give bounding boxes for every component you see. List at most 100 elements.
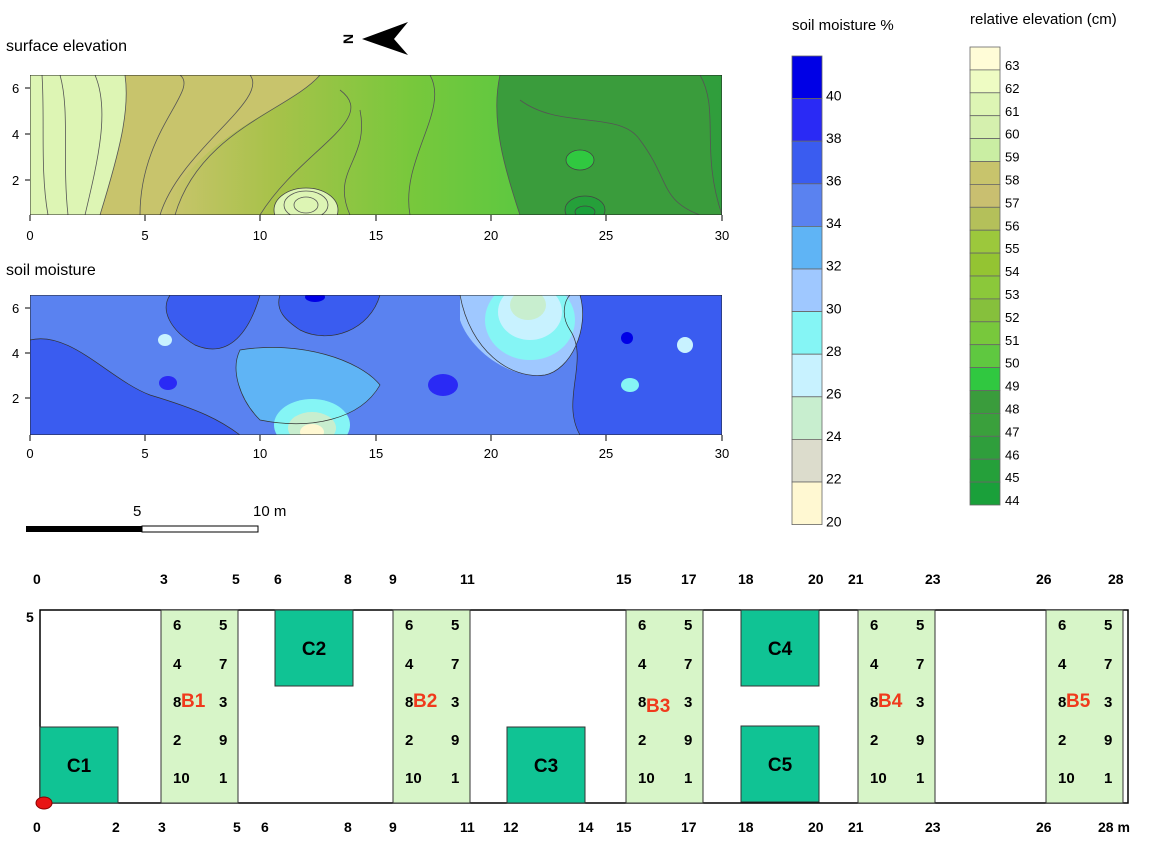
moisture-xtick-0: 0 (26, 446, 33, 461)
elevation-legend-swatch (969, 458, 1001, 483)
block-label: B4 (878, 691, 903, 712)
layout-bottom-tick: 26 (1036, 819, 1052, 835)
block-label: B3 (646, 696, 670, 717)
elevation-map-title: surface elevation (6, 38, 127, 55)
block-b5: 6 5 4 7 8 3 2 9 10 1 B5 (1045, 609, 1124, 804)
subplot-number: 4 (870, 656, 879, 673)
block-b2: 6 5 4 7 8 3 2 9 10 1 B2 (392, 609, 471, 804)
control-plot-label: C5 (768, 755, 793, 776)
layout-top-tick: 28 (1108, 571, 1124, 587)
moisture-zone-blue-top (166, 295, 260, 349)
subplot-number: 2 (405, 732, 413, 749)
layout-bottom-tick: 23 (925, 819, 941, 835)
block-label: B2 (413, 691, 437, 712)
layout-top-tick: 11 (460, 571, 475, 587)
scale-bar-label-5: 5 (133, 503, 141, 520)
elevation-legend-swatch (969, 138, 1001, 162)
moisture-legend-label: 38 (826, 130, 842, 146)
elevation-legend-label: 46 (1005, 447, 1019, 462)
subplot-number: 9 (684, 732, 692, 749)
scale-bar-dark (26, 526, 142, 532)
control-plot-label: C1 (67, 756, 92, 777)
layout-bottom-tick: 20 (808, 819, 824, 835)
moisture-legend-label: 26 (826, 386, 842, 402)
elevation-contours (41, 75, 722, 215)
moisture-legend-swatch (791, 353, 823, 398)
elevation-legend-swatch (969, 69, 1001, 94)
elevation-legend-swatch (969, 183, 1001, 208)
subplot-number: 4 (638, 656, 647, 673)
moisture-spot-right (621, 332, 633, 344)
layout-control-plots: C1 C2 C3 C4 C5 (39, 609, 820, 804)
subplot-number: 9 (451, 732, 459, 749)
elevation-mound (565, 149, 595, 171)
north-arrow-icon (362, 22, 408, 55)
elevation-legend-label: 54 (1005, 264, 1019, 279)
layout-top-ticks: 0 3 5 6 8 9 11 15 17 18 20 21 23 26 28 (33, 571, 1124, 587)
layout-bottom-tick: 15 (616, 819, 632, 835)
moisture-legend-label: 24 (826, 428, 842, 444)
subplot-number: 1 (451, 770, 459, 787)
moisture-axes: 6 4 2 0 5 10 15 20 25 30 (12, 301, 729, 461)
subplot-number: 3 (684, 694, 692, 711)
elevation-legend-swatch (969, 435, 1001, 460)
control-plot-area (39, 726, 119, 804)
elevation-xtick-15: 15 (369, 228, 383, 243)
subplot-number: 8 (1058, 694, 1066, 711)
subplot-number: 6 (638, 617, 646, 634)
layout-top-tick: 23 (925, 571, 941, 587)
elevation-x-ticks: 0 5 10 15 20 25 30 (26, 215, 729, 243)
elevation-legend-swatch (969, 161, 1001, 185)
moisture-xtick-15: 15 (369, 446, 383, 461)
subplot-number: 3 (219, 694, 227, 711)
layout-top-tick: 8 (344, 571, 352, 587)
moisture-ytick-4: 4 (12, 346, 19, 361)
scale-bar-light (141, 525, 259, 533)
north-arrow: N (340, 22, 408, 55)
block-b4: 6 5 4 7 8 3 2 9 10 1 B4 (857, 609, 936, 804)
elevation-legend-swatch (969, 46, 1001, 71)
block-area (857, 609, 936, 804)
moisture-map-title: soil moisture (6, 262, 96, 279)
elevation-legend-swatch (969, 252, 1001, 277)
elevation-pit-inner (574, 205, 596, 215)
layout-top-tick: 17 (681, 571, 697, 587)
moisture-zone-blue-right (564, 295, 722, 435)
layout-bottom-tick: 2 (112, 819, 120, 835)
layout-bottom-tick: 11 (460, 819, 475, 835)
scale-bar: 5 10 m (26, 503, 286, 533)
control-plot-c4: C4 (740, 609, 820, 687)
north-label: N (340, 34, 356, 44)
subplot-number: 5 (219, 617, 227, 634)
elevation-legend-label: 63 (1005, 58, 1019, 73)
subplot-number: 10 (173, 770, 190, 787)
elevation-legend-label: 45 (1005, 470, 1019, 485)
moisture-legend-swatch (791, 268, 823, 312)
moisture-legend-swatch (791, 311, 823, 355)
moisture-legend-swatch (791, 140, 823, 185)
moisture-xtick-10: 10 (253, 446, 267, 461)
moisture-map (30, 295, 722, 435)
subplot-number: 5 (916, 617, 924, 634)
layout-bottom-tick: 12 (503, 819, 519, 835)
control-plot-label: C4 (768, 639, 793, 660)
block-label: B1 (181, 691, 206, 712)
moisture-zone-cyan-center (236, 347, 380, 424)
subplot-number: 1 (684, 770, 692, 787)
moisture-ytick-6: 6 (12, 301, 19, 316)
elevation-legend-label: 57 (1005, 195, 1019, 210)
layout-bottom-tick: 17 (681, 819, 697, 835)
elevation-zone-khaki (100, 75, 320, 215)
elevation-axes: 6 4 2 0 5 10 15 20 25 30 (12, 81, 729, 243)
elevation-legend-label: 55 (1005, 241, 1019, 256)
subplot-number: 8 (870, 694, 878, 711)
control-plot-area (506, 726, 586, 804)
moisture-wet-ring-3 (510, 295, 546, 320)
moisture-ytick-2: 2 (12, 391, 19, 406)
elevation-legend-label: 48 (1005, 402, 1019, 417)
subplot-number: 1 (916, 770, 924, 787)
subplot-number: 1 (219, 770, 227, 787)
block-b3: 6 5 4 7 8 3 2 9 10 1 B3 (625, 609, 704, 804)
subplot-number: 9 (916, 732, 924, 749)
